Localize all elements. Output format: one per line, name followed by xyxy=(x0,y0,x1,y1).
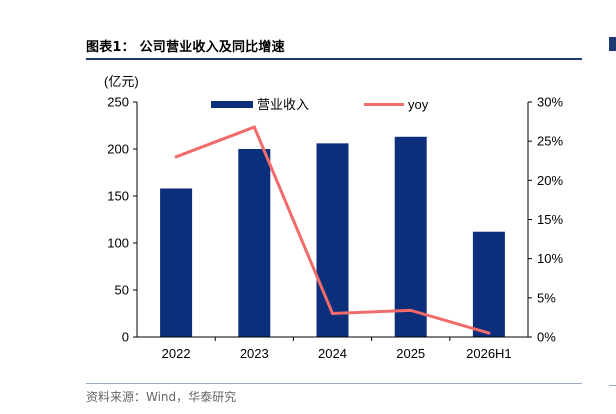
x-tick-label: 2023 xyxy=(240,346,269,361)
left-tick-label: 50 xyxy=(115,283,129,298)
left-tick-label: 100 xyxy=(107,236,129,251)
x-tick-label: 2026H1 xyxy=(466,346,512,361)
yoy-point xyxy=(174,155,178,159)
right-tick-label: 15% xyxy=(537,212,563,227)
right-tick-label: 25% xyxy=(537,134,563,149)
x-tick-label: 2024 xyxy=(318,346,347,361)
adjacent-figure-edge xyxy=(609,37,616,51)
yoy-line-series xyxy=(174,125,491,335)
legend-bar-swatch xyxy=(211,101,253,108)
yoy-point xyxy=(409,308,413,312)
left-tick-label: 200 xyxy=(107,142,129,157)
axes-lines xyxy=(136,102,529,338)
right-tick-label: 0% xyxy=(537,330,556,345)
right-tick-label: 20% xyxy=(537,173,563,188)
source-note: 资料来源：Wind，华泰研究 xyxy=(86,390,237,404)
left-tick-label: 250 xyxy=(107,95,129,110)
yoy-point xyxy=(487,331,491,335)
right-tick-label: 30% xyxy=(537,95,563,110)
legend-bar-label: 营业收入 xyxy=(257,97,309,112)
revenue-bar xyxy=(238,149,271,337)
right-axis: 0% 5% 10% 15% 20% 25% 30% xyxy=(528,95,563,345)
source-rule xyxy=(86,383,582,384)
right-tick-label: 10% xyxy=(537,251,563,266)
figure-title: 图表1： 公司营业收入及同比增速 xyxy=(86,40,285,55)
right-axis-ticks: 0% 5% 10% 15% 20% 25% 30% xyxy=(528,95,563,345)
left-tick-label: 0 xyxy=(122,330,129,345)
yoy-point xyxy=(252,125,256,129)
yoy-point xyxy=(331,312,334,315)
legend: 营业收入 yoy xyxy=(211,97,429,112)
x-axis-labels: 2022 2023 2024 2025 2026H1 xyxy=(162,337,512,361)
left-tick-label: 150 xyxy=(107,189,129,204)
revenue-bar xyxy=(316,143,349,337)
adjacent-figure-rule-edge xyxy=(609,385,616,386)
x-tick-label: 2022 xyxy=(162,346,191,361)
revenue-bar xyxy=(394,136,427,337)
left-axis: (亿元) 0 50 100 150 200 250 xyxy=(104,74,139,345)
x-tick-label: 2025 xyxy=(396,346,425,361)
title-rule xyxy=(86,58,582,60)
revenue-bars xyxy=(160,136,505,337)
revenue-bar xyxy=(472,231,505,337)
legend-line-label: yoy xyxy=(408,97,429,112)
revenue-bar xyxy=(160,188,193,337)
left-axis-ticks: 0 50 100 150 200 250 xyxy=(107,95,137,345)
left-axis-unit-label: (亿元) xyxy=(104,74,139,89)
right-tick-label: 5% xyxy=(537,290,556,305)
